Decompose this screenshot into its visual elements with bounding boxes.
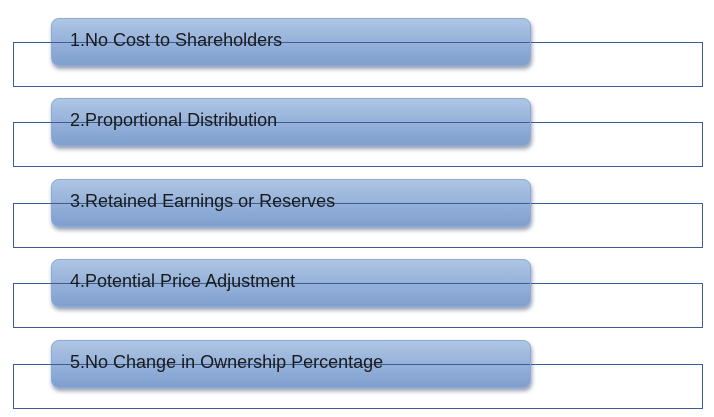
connector-line (13, 283, 530, 284)
list-item-label: 1.No Cost to Shareholders (70, 30, 283, 50)
list-item-label: 2.Proportional Distribution (70, 110, 278, 130)
list-item-label: 3.Retained Earnings or Reserves (70, 191, 336, 211)
connector-line (13, 42, 530, 43)
list-item-5: 5.No Change in Ownership Percentage (0, 336, 714, 409)
list-item-3: 3.Retained Earnings or Reserves (0, 175, 714, 248)
list-item-1: 1.No Cost to Shareholders (0, 14, 714, 87)
list-item-4: 4.Potential Price Adjustment (0, 255, 714, 328)
connector-line (13, 122, 530, 123)
connector-line (13, 364, 530, 365)
list-item-2: 2.Proportional Distribution (0, 94, 714, 167)
connector-line (13, 203, 530, 204)
list-item-label: 4.Potential Price Adjustment (70, 271, 296, 291)
list-item-label: 5.No Change in Ownership Percentage (70, 352, 384, 372)
